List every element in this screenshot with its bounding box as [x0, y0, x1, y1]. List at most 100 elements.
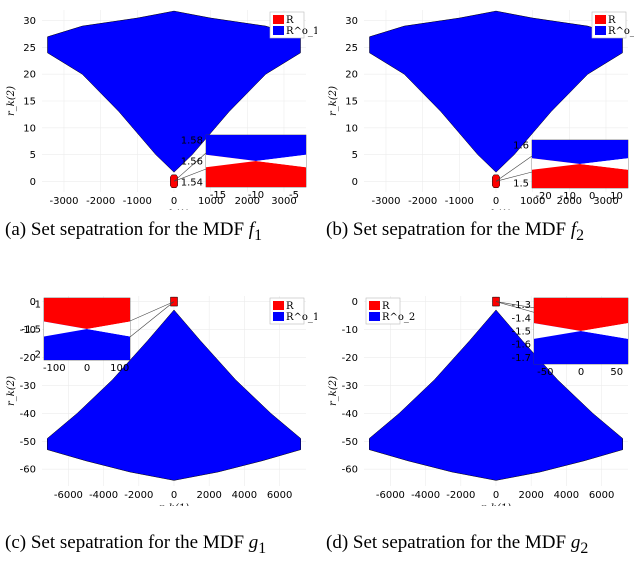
inset-y-tick-0: -1 — [31, 300, 41, 311]
x-tick-label-0: -3000 — [371, 196, 400, 207]
chart-d: -6000 -4000 -2000 0 2000 4000 6000 0 -10 -20 -30 -4… — [328, 296, 629, 506]
legend-swatch-1 — [369, 312, 380, 321]
y-tick-label-3: -30 — [342, 381, 358, 392]
x-axis-label: r_k(1) — [481, 209, 511, 210]
caption-a-fn: f — [248, 219, 255, 240]
legend-label-0: R — [286, 15, 294, 26]
x-tick-label-2: -2000 — [124, 490, 153, 501]
inset-gap-left — [534, 323, 581, 339]
inset-x-tick-1: -10 — [248, 190, 264, 201]
caption-d-sub: 2 — [580, 539, 589, 557]
caption-c-fn: g — [248, 532, 259, 553]
legend-label-0: R — [608, 15, 616, 26]
legend-label-1: R^o_1 — [286, 312, 317, 323]
y-axis-label: r_k(2) — [6, 86, 17, 116]
x-tick-label-2: -2000 — [446, 490, 475, 501]
inset-gap-left — [206, 154, 256, 168]
y-axis-label: r_k(2) — [328, 376, 339, 406]
y-tick-label-0: 0 — [352, 177, 358, 188]
x-tick-label-5: 2000 — [557, 196, 582, 207]
blue-region — [369, 309, 623, 481]
caption-d: (d) Set sepatration for the MDF g2 — [326, 532, 588, 558]
caption-b-sub: 2 — [576, 226, 585, 244]
y-tick-label-5: 25 — [23, 43, 36, 54]
inset-y-tick-0: -1.3 — [511, 300, 531, 311]
inset-connector-1 — [129, 301, 175, 322]
y-tick-label-4: -40 — [20, 409, 36, 420]
y-tick-label-2: -20 — [342, 353, 358, 364]
y-tick-label-5: 25 — [345, 43, 358, 54]
y-axis-label: r_k(2) — [328, 86, 339, 116]
inset-y-tick-1: -1.4 — [511, 313, 531, 324]
y-tick-label-6: -60 — [342, 465, 358, 476]
x-tick-label-4: 1000 — [520, 196, 545, 207]
legend-label-0: R — [382, 301, 390, 312]
y-tick-label-4: -40 — [342, 409, 358, 420]
x-tick-label-3: 0 — [171, 196, 177, 207]
inset-y-tick-1: -1.5 — [21, 325, 41, 336]
inset-y-tick-3: -1.6 — [511, 340, 531, 351]
x-axis-label: r_k(1) — [159, 209, 189, 210]
inset-x-tick-0: -50 — [537, 367, 553, 378]
inset-y-tick-0: 1.6 — [513, 140, 529, 151]
y-tick-label-3: 15 — [23, 97, 36, 108]
inset-x-tick-2: 50 — [610, 367, 623, 378]
y-tick-label-5: -50 — [20, 437, 36, 448]
y-tick-label-1: 5 — [352, 150, 358, 161]
y-tick-label-5: -50 — [342, 437, 358, 448]
legend-swatch-0 — [273, 301, 284, 310]
x-tick-label-0: -6000 — [376, 490, 405, 501]
inset-y-tick-2: 1.54 — [181, 177, 203, 188]
y-tick-label-0: 0 — [30, 177, 36, 188]
x-axis-label: r_k(1) — [159, 503, 189, 506]
caption-d-fn: g — [570, 532, 581, 553]
x-tick-label-3: 0 — [493, 490, 499, 501]
y-tick-label-6: 30 — [23, 16, 36, 27]
blue-region — [47, 309, 301, 481]
figure-panel-b: -3000 -2000 -1000 0 1000 2000 3000 0 5 10 15 20 25 30… — [322, 0, 634, 244]
red-region — [170, 174, 178, 188]
y-tick-label-3: -30 — [20, 381, 36, 392]
y-tick-label-6: -60 — [20, 465, 36, 476]
inset-x-tick-1: -10 — [560, 191, 576, 202]
y-tick-label-1: -10 — [342, 325, 358, 336]
inset-gap-right — [256, 154, 306, 168]
x-tick-label-5: 2000 — [235, 196, 260, 207]
inset-x-tick-0: -15 — [210, 190, 226, 201]
caption-a-text: (a) Set sepatration for the MDF — [5, 219, 249, 240]
y-tick-label-0: 0 — [30, 297, 36, 308]
y-tick-label-1: -10 — [20, 325, 36, 336]
inset-gap-right — [581, 323, 628, 339]
y-axis-label: r_k(2) — [6, 376, 17, 406]
inset-gap-right — [580, 158, 628, 170]
inset-connector-2 — [495, 171, 533, 182]
inset-x-tick-3: 10 — [610, 191, 623, 202]
caption-b-fn: f — [570, 219, 577, 240]
x-axis-label: r_k(1) — [481, 503, 511, 506]
inset-y-tick-1: 1.5 — [513, 179, 529, 190]
x-tick-label-1: -2000 — [86, 196, 115, 207]
x-tick-label-1: -4000 — [411, 490, 440, 501]
x-tick-label-0: -3000 — [49, 196, 78, 207]
red-region — [492, 174, 500, 188]
caption-b: (b) Set sepatration for the MDF f2 — [326, 219, 584, 245]
inset-x-tick-1: 0 — [578, 367, 584, 378]
y-tick-label-4: 20 — [23, 70, 36, 81]
x-tick-label-6: 6000 — [267, 490, 292, 501]
caption-a-sub: 1 — [254, 226, 262, 244]
x-tick-label-4: 2000 — [196, 490, 221, 501]
x-tick-label-3: 0 — [493, 196, 499, 207]
inset-y-tick-2: -1.5 — [511, 327, 531, 338]
legend-label-1: R^o_2 — [608, 26, 634, 37]
inset-y-tick-2: -2 — [31, 349, 41, 360]
caption-d-text: (d) Set sepatration for the MDF — [326, 532, 571, 553]
caption-b-text: (b) Set sepatration for the MDF — [326, 219, 571, 240]
x-tick-label-3: 0 — [171, 490, 177, 501]
x-tick-label-2: -1000 — [445, 196, 474, 207]
inset-gap-left — [532, 158, 580, 170]
inset-y-tick-1: 1.56 — [181, 157, 203, 168]
inset-gap-left — [44, 321, 87, 337]
x-tick-label-6: 3000 — [271, 196, 296, 207]
inset-x-tick-1: 0 — [84, 363, 90, 374]
x-tick-label-1: -2000 — [408, 196, 437, 207]
